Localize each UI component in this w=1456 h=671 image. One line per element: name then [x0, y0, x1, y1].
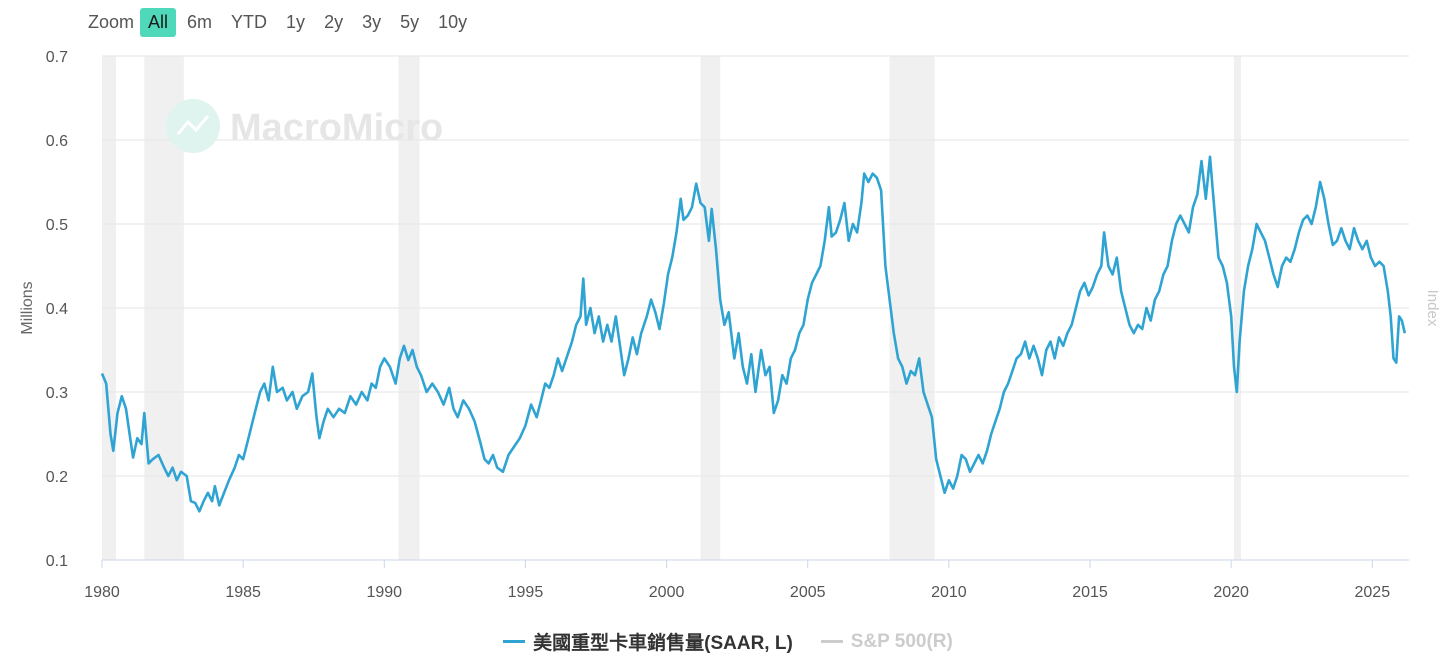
zoom-button-10y[interactable]: 10y [438, 11, 468, 32]
y-axis-right-title: Index [1424, 290, 1441, 327]
watermark-text: MacroMicro [230, 107, 443, 149]
y-tick-label: 0.4 [46, 301, 68, 318]
legend-label-truck-sales: 美國重型卡車銷售量(SAAR, L) [533, 633, 793, 654]
zoom-button-ytd[interactable]: YTD [231, 11, 268, 32]
x-tick-label: 2005 [790, 584, 826, 601]
zoom-button-6m[interactable]: 6m [187, 11, 213, 32]
legend: 美國重型卡車銷售量(SAAR, L) S&P 500(R) [0, 628, 1456, 655]
series-layer [100, 155, 1407, 513]
y-tick-label: 0.7 [46, 49, 68, 66]
x-tick-label: 2015 [1072, 584, 1108, 601]
x-tick-label: 1990 [366, 584, 402, 601]
zoom-label: Zoom [88, 11, 135, 32]
legend-swatch-sp500 [820, 640, 843, 643]
x-tick-label: 2025 [1355, 584, 1391, 601]
zoom-button-3y[interactable]: 3y [362, 11, 382, 32]
x-tick-label: 2020 [1213, 584, 1249, 601]
legend-label-sp500: S&P 500(R) [850, 630, 953, 652]
watermark-logo-mark [176, 115, 210, 135]
y-axis-title: Millions [19, 281, 36, 334]
zoom-button-1y[interactable]: 1y [286, 11, 306, 32]
y-tick-label: 0.3 [46, 385, 68, 402]
x-tick-label: 1985 [225, 584, 261, 601]
y-axis: 0.1 0.2 0.3 0.4 0.5 0.6 0.7 [46, 49, 68, 570]
legend-item-sp500[interactable]: S&P 500(R) [820, 628, 953, 655]
y-tick-label: 0.5 [46, 217, 68, 234]
zoom-button-5y[interactable]: 5y [400, 11, 420, 32]
zoom-bar: Zoom All 6m YTD 1y 2y 3y 5y 10y [88, 6, 478, 38]
series-line-truck-sales [100, 155, 1407, 513]
y-tick-label: 0.1 [46, 553, 68, 570]
zoom-button-all[interactable]: All [140, 7, 177, 37]
x-tick-label: 2010 [931, 584, 967, 601]
legend-item-truck-sales[interactable]: 美國重型卡車銷售量(SAAR, L) [503, 628, 793, 655]
x-tick-label: 2000 [649, 584, 685, 601]
watermark: MacroMicro [166, 99, 443, 153]
y-tick-label: 0.2 [46, 469, 68, 486]
legend-swatch-truck-sales [503, 640, 526, 643]
x-tick-label: 1995 [508, 584, 544, 601]
zoom-button-2y[interactable]: 2y [324, 11, 344, 32]
x-tick-label: 1980 [84, 584, 120, 601]
x-axis: 1980 1985 1990 1995 2000 2005 2010 2015 2020 2025 [84, 559, 1409, 601]
y-tick-label: 0.6 [46, 133, 68, 150]
